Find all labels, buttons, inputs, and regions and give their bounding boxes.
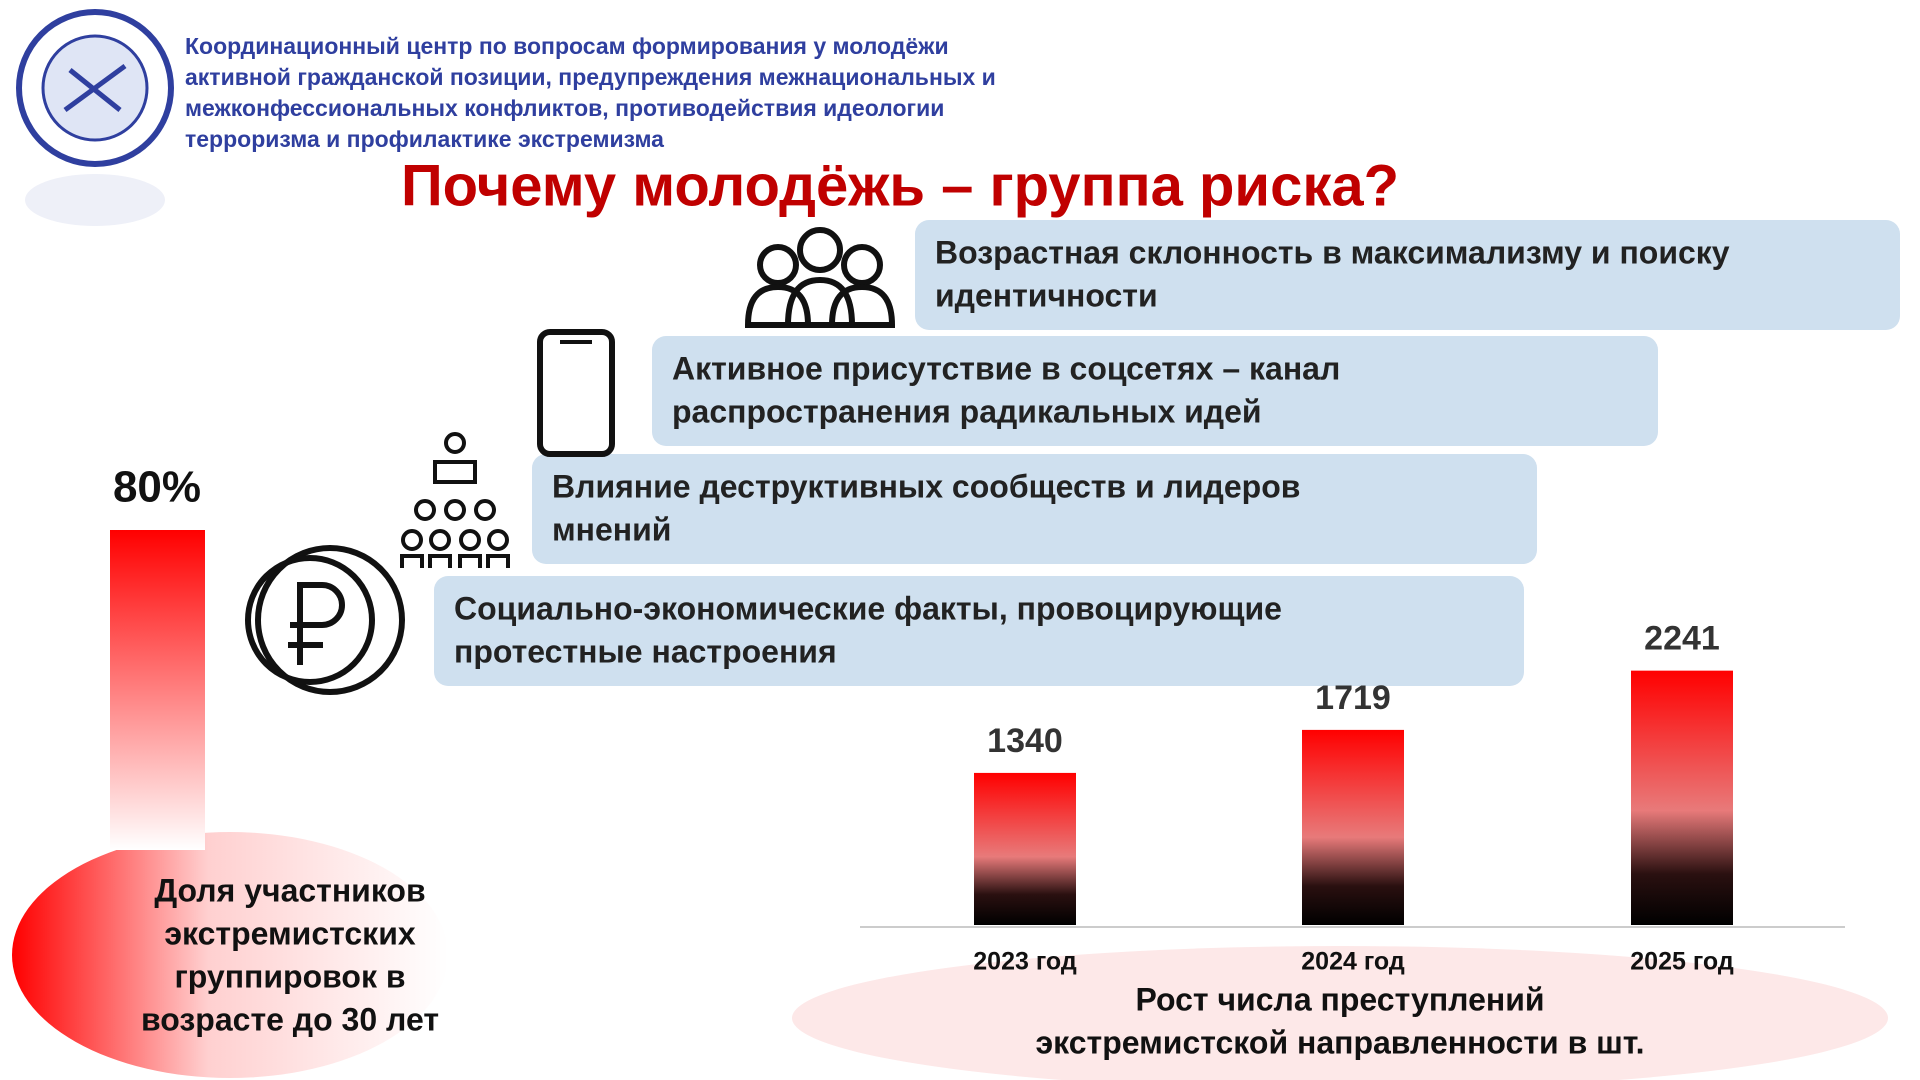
share-caption: группировок в [174, 958, 405, 994]
x-tick-label: 2025 год [1630, 948, 1734, 976]
factor-text: Возрастная склонность в максимализму и п… [935, 234, 1730, 270]
share-ellipse [12, 832, 448, 1078]
share-label: 80% [113, 463, 201, 512]
chart: 1340 2023 год 1719 2024 год 2241 2025 год Рост… [973, 620, 1734, 1061]
factor-text: протестные настроения [454, 633, 837, 669]
factor-text: Влияние деструктивных сообществ и лидеро… [552, 468, 1300, 504]
factor-text: распространения радикальных идей [672, 393, 1262, 429]
factor-text: идентичности [935, 277, 1158, 313]
chart-caption: экстремистской направленности в шт. [1035, 1024, 1644, 1060]
value-label: 1340 [987, 722, 1063, 760]
header-line: терроризма и профилактике экстремизма [185, 126, 664, 152]
x-tick-label: 2024 год [1301, 948, 1405, 976]
factor-box [652, 336, 1658, 446]
factor-text: мнений [552, 511, 671, 547]
icon-ruble-coin [245, 545, 405, 695]
share-caption: возрасте до 30 лет [141, 1001, 439, 1037]
header-line: Координационный центр по вопросам формир… [185, 33, 949, 59]
header: Координационный центр по вопросам формир… [185, 33, 996, 152]
share-caption: Доля участников [154, 872, 425, 908]
share: 80% Доля участников экстремистских группиро… [110, 463, 439, 1037]
header-line: межконфессиональных конфликтов, противод… [185, 95, 944, 121]
share-bar [110, 530, 205, 850]
factor-box [915, 220, 1900, 330]
share-caption: экстремистских [164, 915, 416, 951]
bar [1302, 729, 1404, 925]
icon-phone [537, 329, 615, 457]
factor-box [532, 454, 1537, 564]
factor-text: Активное присутствие в соцсетях – канал [672, 350, 1340, 386]
slide-title: Почему молодёжь – группа риска? [401, 153, 1399, 218]
icon-people [744, 227, 896, 328]
bar [1631, 670, 1733, 925]
logo [16, 9, 174, 226]
factor-text: Социально-экономические факты, провоциру… [454, 590, 1282, 626]
value-label: 2241 [1644, 620, 1720, 658]
icon-audience [400, 432, 510, 568]
chart-caption-ellipse [792, 946, 1888, 1080]
header-line: активной гражданской позиции, предупрежд… [185, 64, 996, 90]
value-label: 1719 [1315, 679, 1391, 717]
factors: Возрастная склонность в максимализму и п… [434, 220, 1900, 686]
bar [974, 772, 1076, 925]
x-tick-label: 2023 год [973, 948, 1077, 976]
factor-box [434, 576, 1524, 686]
chart-caption: Рост числа преступлений [1135, 981, 1544, 1017]
